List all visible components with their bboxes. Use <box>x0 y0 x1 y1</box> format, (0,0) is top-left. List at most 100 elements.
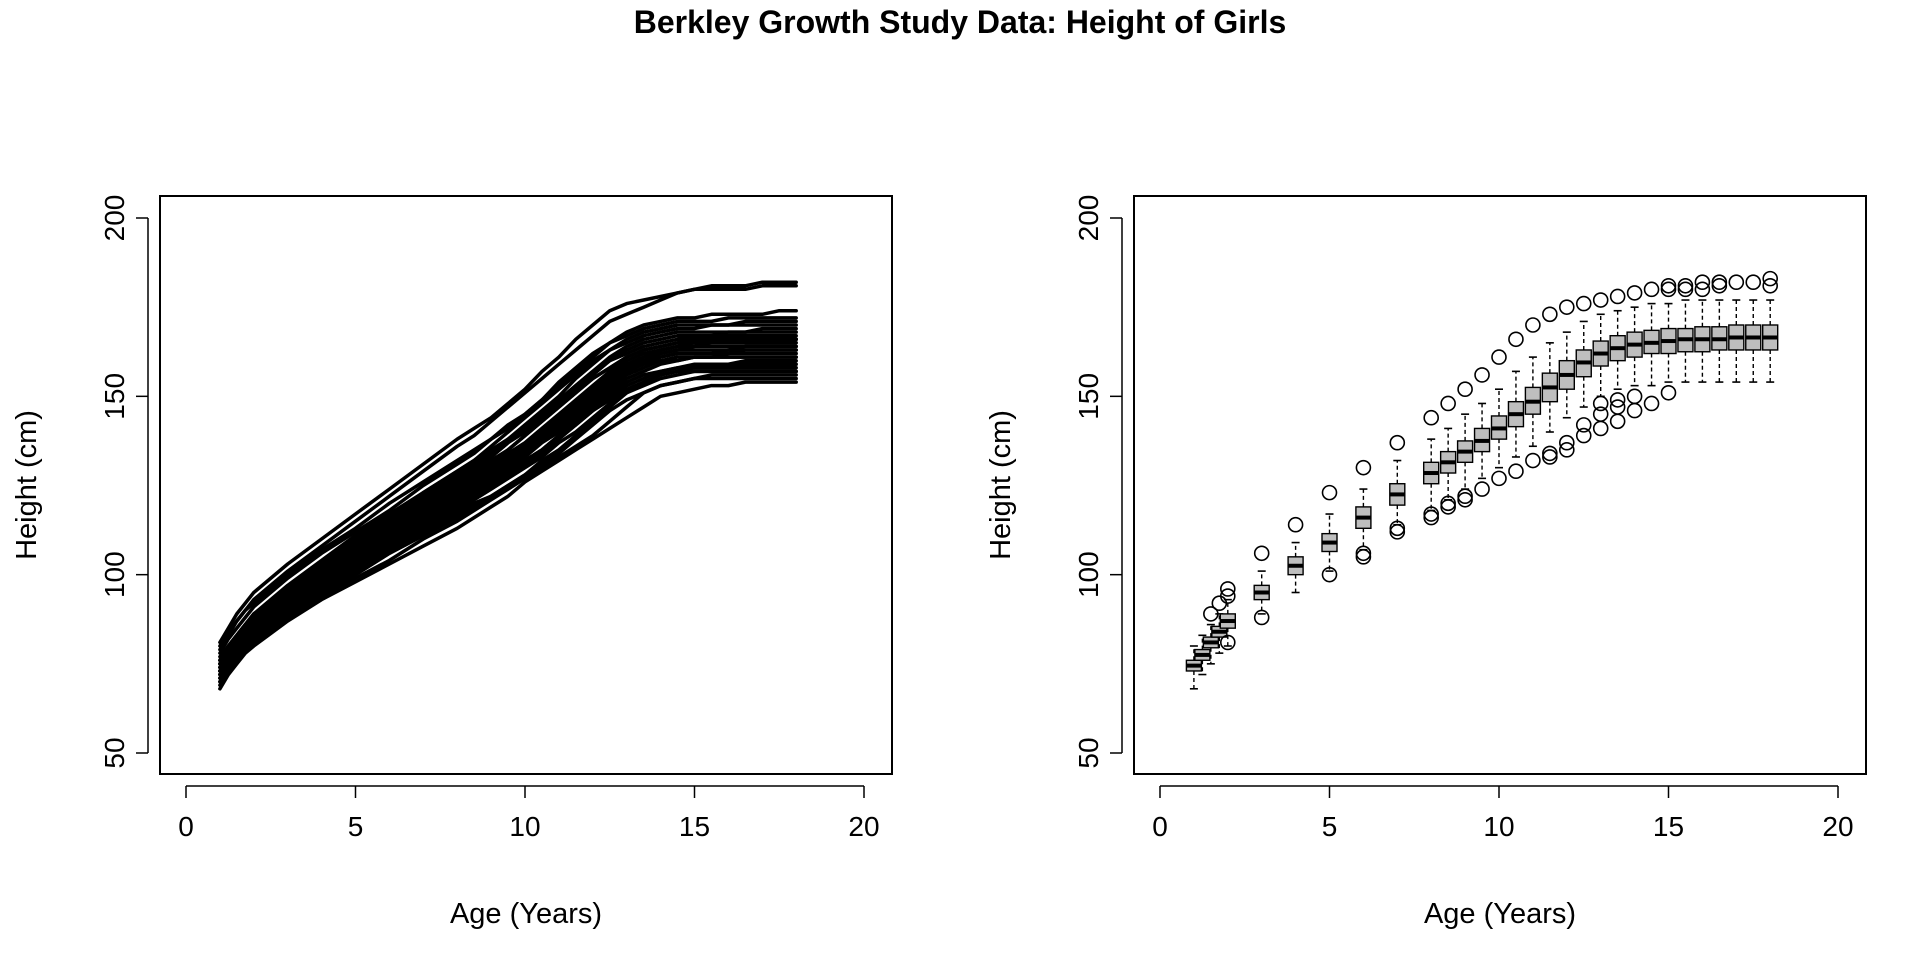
outlier-point <box>1643 281 1660 298</box>
x-tick-label: 5 <box>1322 811 1338 842</box>
boxplot <box>1609 288 1626 430</box>
outlier-point <box>1711 277 1728 294</box>
outlier-point <box>1457 491 1473 508</box>
boxplot <box>1202 606 1220 665</box>
boxplot <box>1694 274 1711 383</box>
outlier-point <box>1321 566 1338 583</box>
outlier-point <box>1525 317 1541 333</box>
y-axis-label: Height (cm) <box>985 410 1017 560</box>
series-line <box>218 369 798 684</box>
outlier-point <box>1559 299 1575 315</box>
outlier-point <box>1592 420 1609 437</box>
boxplot <box>1592 292 1609 437</box>
outlier-point <box>1321 484 1338 501</box>
series-line <box>218 369 798 680</box>
outlier-point <box>1355 459 1372 476</box>
outlier-point <box>1626 388 1643 405</box>
boxplot <box>1287 516 1304 594</box>
outlier-point <box>1694 281 1711 298</box>
outlier-point <box>1457 381 1473 398</box>
outlier-point <box>1575 295 1592 312</box>
boxplot <box>1677 277 1694 383</box>
outlier-point <box>1389 524 1406 540</box>
series-line <box>218 337 798 666</box>
boxplot <box>1185 645 1203 690</box>
series-line <box>218 341 798 670</box>
outlier-point <box>1440 395 1456 412</box>
series-line <box>218 337 798 670</box>
series-line <box>218 280 798 645</box>
outlier-point <box>1762 270 1778 287</box>
outlier-point <box>1660 277 1677 294</box>
outlier-point <box>1609 288 1626 305</box>
series-line <box>218 348 798 673</box>
series-line <box>218 366 798 680</box>
series-line <box>218 344 798 670</box>
boxplot <box>1321 484 1338 583</box>
x-axis-label: Age (Years) <box>450 898 602 930</box>
boxplot <box>1745 274 1762 383</box>
outlier-point <box>1542 306 1558 323</box>
outlier-point <box>1559 442 1575 458</box>
outlier-point <box>1389 520 1406 537</box>
series-line <box>218 380 798 691</box>
outlier-point <box>1542 449 1558 465</box>
outlier-point <box>1592 406 1609 422</box>
outlier-point <box>1626 285 1643 301</box>
series-line <box>218 355 798 673</box>
boxplot <box>1626 285 1643 419</box>
outlier-point <box>1440 499 1456 515</box>
x-axis-label: Age (Years) <box>1424 898 1576 930</box>
x-tick-label: 5 <box>348 811 364 842</box>
y-tick-label: 100 <box>99 551 130 598</box>
series-line <box>218 326 798 663</box>
outlier-point <box>1491 470 1507 487</box>
series-line <box>218 344 798 673</box>
boxplot <box>1422 409 1440 526</box>
x-tick-label: 10 <box>1483 811 1514 842</box>
boxplot <box>1507 331 1525 480</box>
y-tick-label: 150 <box>1073 373 1104 420</box>
series-line <box>218 373 798 684</box>
outlier-point <box>1677 281 1694 298</box>
outlier-point <box>1660 384 1677 401</box>
outlier-point <box>1508 463 1524 480</box>
boxplot <box>1711 274 1728 383</box>
boxplot <box>1456 381 1474 508</box>
series-line <box>218 348 798 673</box>
outlier-point <box>1575 427 1592 444</box>
y-tick-label: 200 <box>99 195 130 242</box>
series-line <box>218 337 798 666</box>
outlier-point <box>1728 274 1745 291</box>
outlier-point <box>1525 452 1541 469</box>
outlier-point <box>1287 516 1304 533</box>
x-tick-label: 20 <box>1822 811 1853 842</box>
series-line <box>218 362 798 680</box>
x-tick-label: 15 <box>679 811 710 842</box>
line-chart-panel: 0 5 10 15 20 Age (Years) 50 100 150 200 Height (cm… <box>11 195 893 930</box>
outlier-point <box>1220 588 1236 604</box>
boxplot <box>1253 545 1270 626</box>
outlier-point <box>1575 417 1592 433</box>
outlier-point <box>1423 409 1439 426</box>
boxplot <box>1219 581 1237 651</box>
outlier-point <box>1423 506 1439 522</box>
outlier-point <box>1211 595 1228 612</box>
outlier-point <box>1711 274 1728 291</box>
boxplot-chart-panel: 0 5 10 15 20 Age (Years) 50 100 150 200 Height (cm… <box>985 195 1867 930</box>
boxplot <box>1490 349 1508 487</box>
boxplot <box>1524 317 1542 469</box>
outlier-point <box>1457 488 1473 505</box>
outlier-point <box>1592 395 1609 412</box>
y-tick-label: 50 <box>1073 737 1104 768</box>
boxplot <box>1355 459 1372 565</box>
outlier-point <box>1253 609 1270 626</box>
boxplot <box>1389 434 1406 540</box>
outlier-point <box>1626 402 1643 419</box>
page-title: Berkley Growth Study Data: Height of Gir… <box>633 4 1287 40</box>
x-tick-label: 0 <box>178 811 194 842</box>
outlier-point <box>1440 495 1456 512</box>
x-tick-label: 15 <box>1653 811 1684 842</box>
outlier-point <box>1355 545 1372 562</box>
